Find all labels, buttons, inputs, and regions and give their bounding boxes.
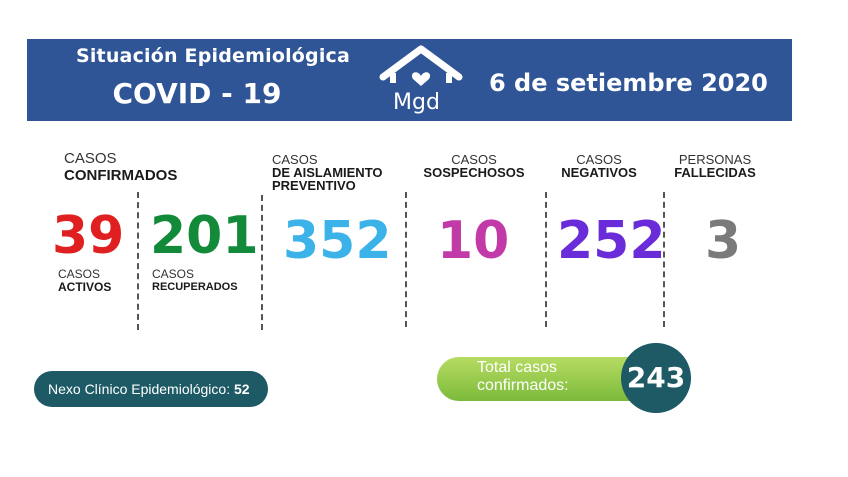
confirmados-line2: CONFIRMADOS [64, 167, 178, 184]
aislamiento-line1: CASOS [272, 152, 318, 167]
separator [663, 192, 665, 327]
svg-text:Mgd: Mgd [393, 90, 440, 115]
activos-value: 39 [52, 206, 125, 266]
activos-line2: ACTIVOS [58, 280, 112, 294]
sospechosos-value: 10 [437, 211, 510, 271]
fallecidas-line1: PERSONAS [678, 152, 752, 167]
sospechosos-line2: SOSPECHOSOS [423, 165, 525, 180]
recuperados-value: 201 [150, 206, 259, 266]
nexo-badge: Nexo Clínico Epidemiológico: 52 [34, 371, 268, 407]
total-line2: confirmados: [477, 377, 569, 394]
separator [137, 192, 139, 330]
negativos-label: CASOS NEGATIVOS [558, 153, 640, 179]
sospechosos-line1: CASOS [451, 152, 497, 167]
nexo-value: 52 [233, 381, 250, 397]
negativos-line1: CASOS [576, 152, 622, 167]
negativos-value: 252 [557, 211, 666, 271]
header-title: Situación Epidemiológica [75, 45, 351, 67]
aislamiento-line3: PREVENTIVO [272, 178, 356, 193]
nexo-label: Nexo Clínico Epidemiológico: [48, 381, 231, 397]
fallecidas-label: PERSONAS FALLECIDAS [672, 153, 758, 179]
separator [261, 195, 263, 330]
total-pill: Total casos confirmados: [437, 357, 659, 401]
recuperados-line1: CASOS [152, 267, 195, 281]
header-subtitle: COVID - 19 [112, 77, 282, 110]
sospechosos-label: CASOS SOSPECHOSOS [418, 153, 530, 179]
house-heart-logo-icon: Mgd [379, 45, 463, 115]
recuperados-line2: RECUPERADOS [152, 281, 238, 293]
confirmados-label: CASOS CONFIRMADOS [64, 150, 177, 184]
separator [405, 192, 407, 327]
aislamiento-label: CASOS DE AISLAMIENTO PREVENTIVO [272, 153, 383, 192]
activos-line1: CASOS [58, 267, 101, 281]
activos-label: CASOS ACTIVOS [58, 268, 111, 294]
fallecidas-value: 3 [705, 211, 742, 271]
total-label: Total casos confirmados: [477, 359, 569, 395]
header-date: 6 de setiembre 2020 [489, 69, 768, 97]
aislamiento-value: 352 [283, 211, 392, 271]
total-line1: Total casos [477, 359, 558, 376]
recuperados-label: CASOS RECUPERADOS [152, 268, 238, 294]
aislamiento-line2: DE AISLAMIENTO [272, 165, 383, 180]
total-value: 243 [621, 343, 691, 413]
negativos-line2: NEGATIVOS [561, 165, 637, 180]
separator [545, 192, 547, 327]
fallecidas-line2: FALLECIDAS [674, 165, 756, 180]
confirmados-line1: CASOS [64, 150, 117, 167]
header-banner: Situación Epidemiológica COVID - 19 Mgd … [27, 39, 792, 121]
